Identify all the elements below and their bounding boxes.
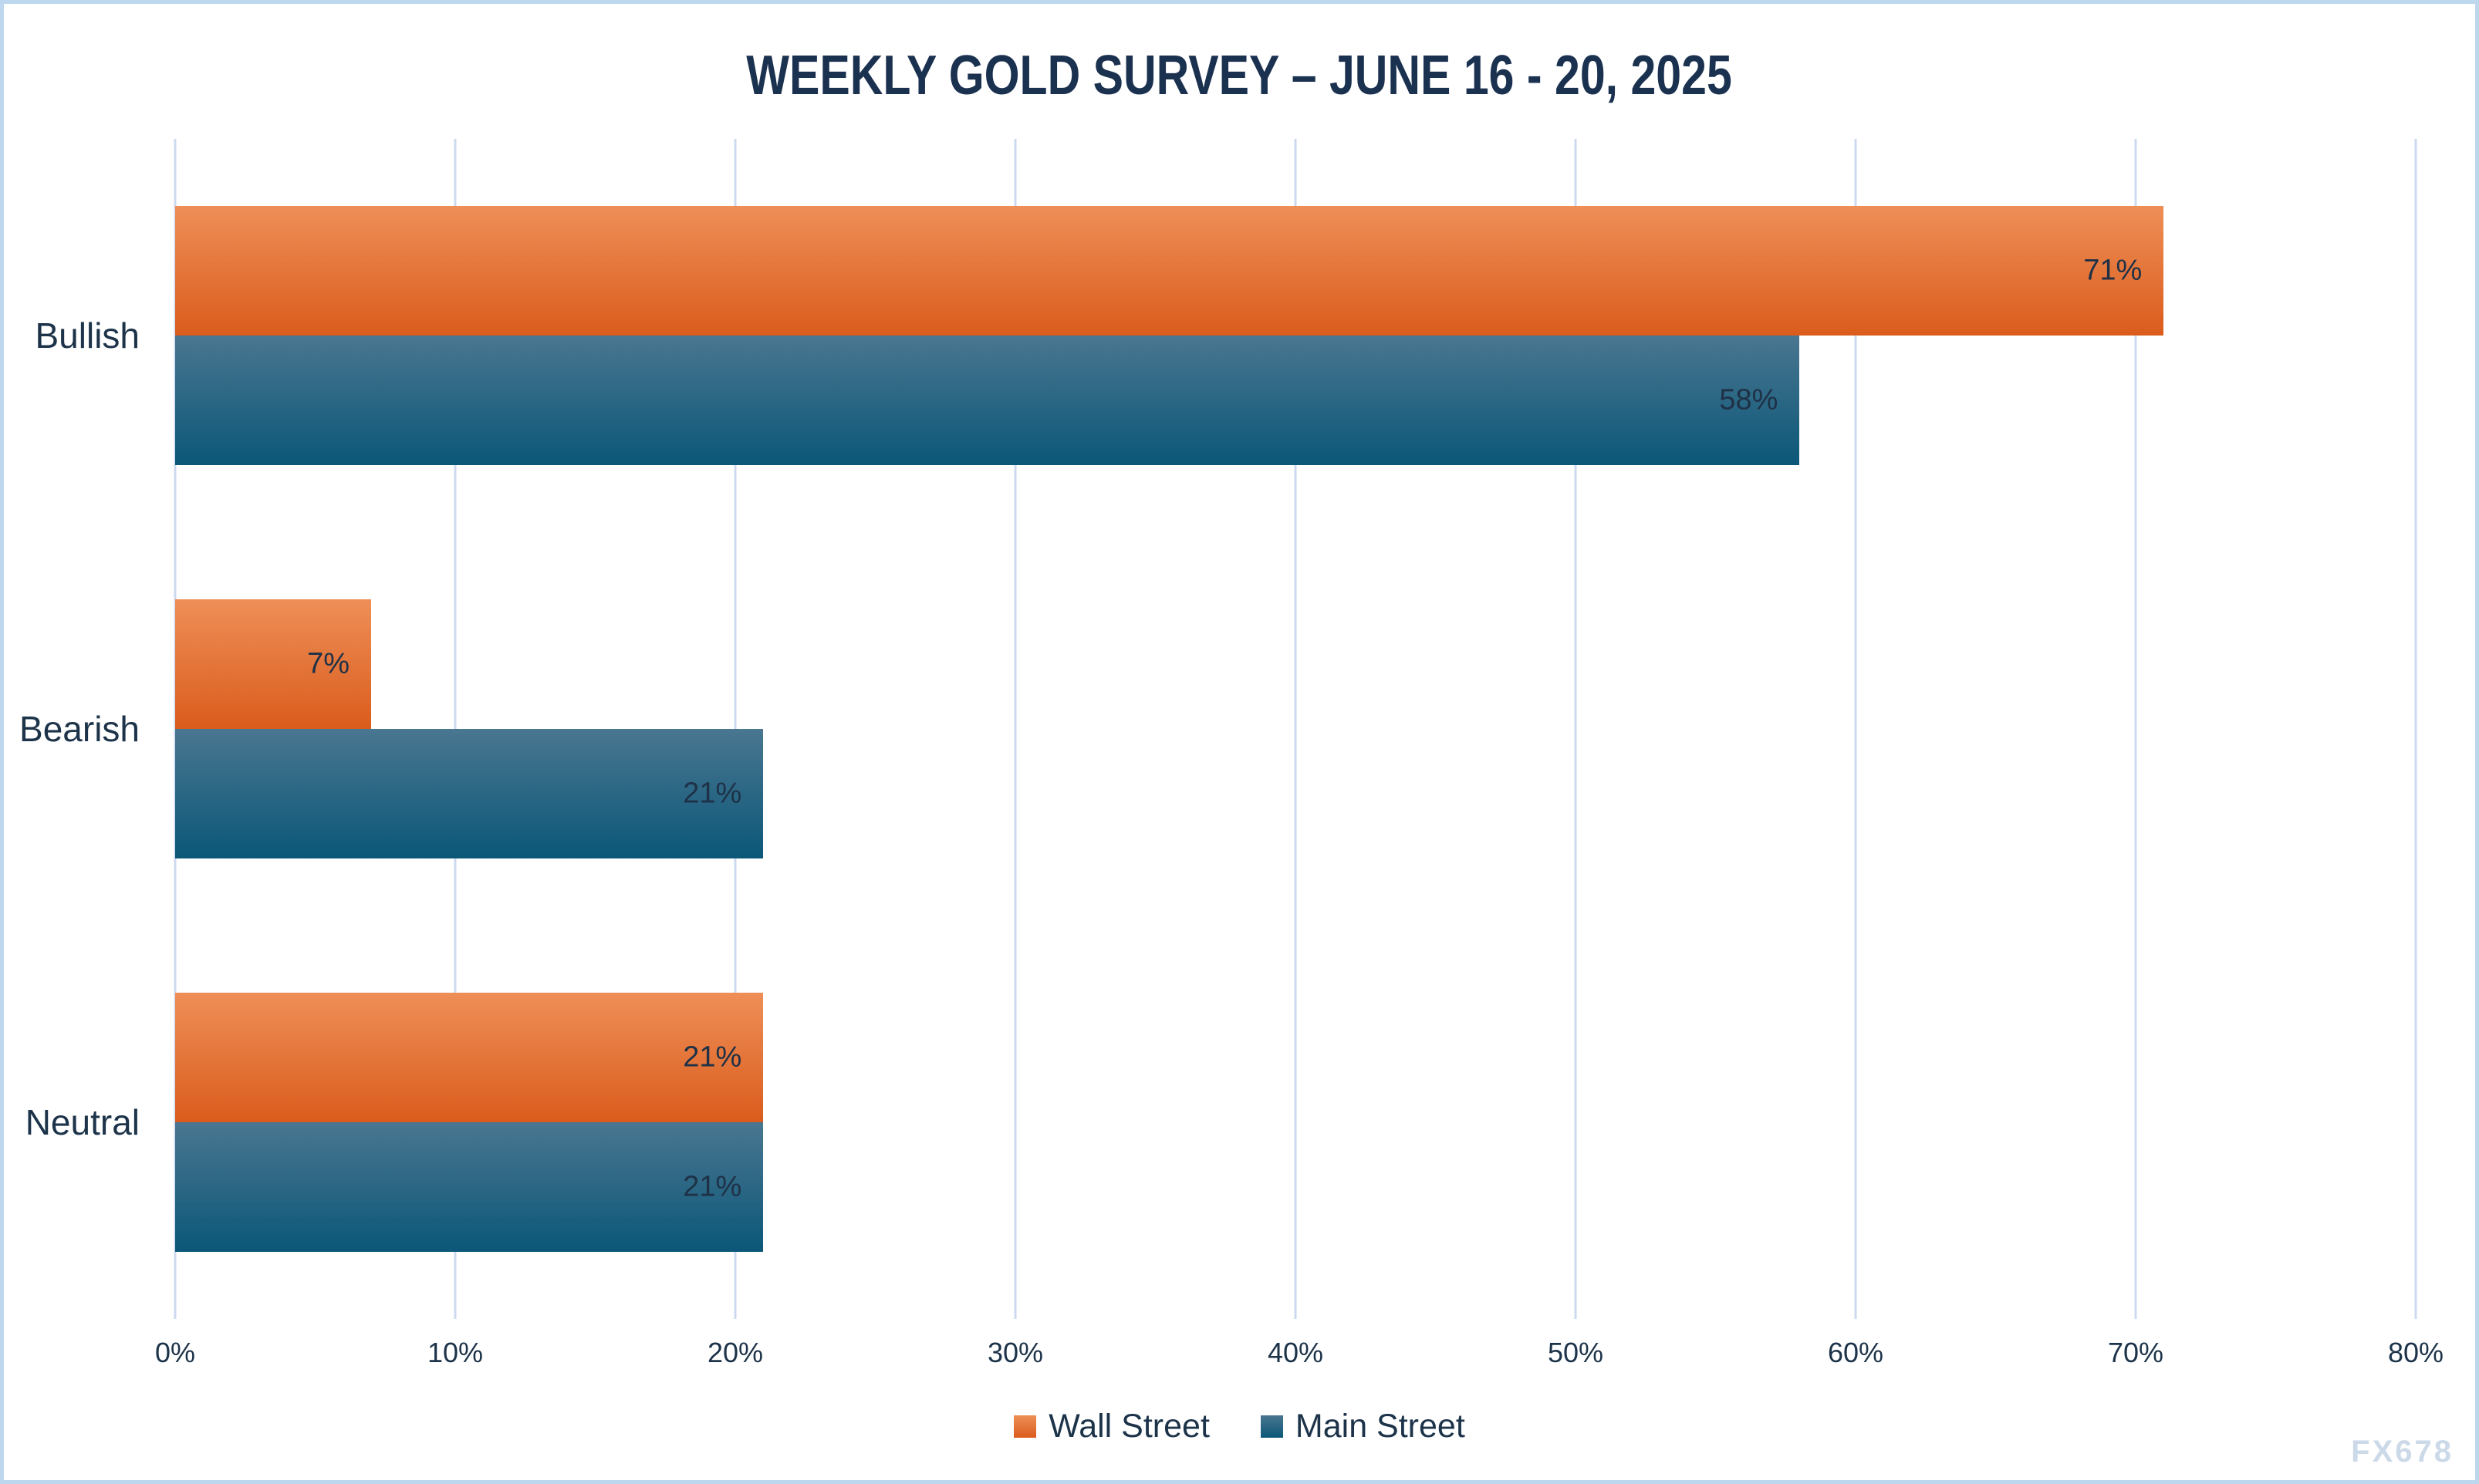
x-tick-label: 10% [427,1337,484,1368]
wall-street-swatch-icon [1014,1415,1037,1438]
bar-wall-street-bullish: 71% [175,206,2164,336]
bar-value-label: 21% [683,777,742,810]
category-label-bullish: Bullish [35,315,140,356]
gridline [1574,139,1577,1319]
legend-item-main-street: Main Street [1260,1407,1465,1445]
bar-wall-street-neutral: 21% [175,993,764,1122]
main-street-swatch-icon [1260,1415,1283,1438]
bar-main-street-bearish: 21% [175,729,764,858]
bar-value-label: 21% [683,1040,742,1074]
chart-title: WEEKLY GOLD SURVEY – JUNE 16 - 20, 2025 [4,44,2475,107]
x-tick-label: 60% [1827,1337,1884,1368]
bar-value-label: 71% [2083,254,2143,287]
gridline [1014,139,1017,1319]
x-tick-label: 0% [154,1337,196,1368]
x-tick-label: 30% [987,1337,1044,1368]
plot-area: 71% 58% 7% 21% 21% 21% [174,139,2417,1319]
category-axis: Bullish Bearish Neutral [4,139,147,1319]
bar-wall-street-bearish: 7% [175,599,372,729]
watermark: FX678 [2351,1435,2454,1469]
legend-label-main-street: Main Street [1295,1407,1465,1445]
gridline [2414,139,2417,1319]
legend-label-wall-street: Wall Street [1049,1407,1210,1445]
gridline [2134,139,2137,1319]
bar-value-label: 58% [1719,383,1778,417]
gridline [1854,139,1857,1319]
percent-axis: 0% 10% 20% 30% 40% 50% 60% 70% 80% [4,1337,2475,1383]
x-tick-label: 40% [1267,1337,1324,1368]
x-tick-label: 80% [2387,1337,2444,1368]
x-tick-label: 20% [707,1337,764,1368]
category-label-neutral: Neutral [25,1102,140,1142]
bar-main-street-neutral: 21% [175,1122,764,1252]
legend: Wall Street Main Street [4,1401,2475,1451]
x-tick-label: 50% [1547,1337,1604,1368]
category-label-bearish: Bearish [19,709,140,749]
bar-value-label: 21% [683,1170,742,1203]
x-tick-label: 70% [2107,1337,2164,1368]
bar-value-label: 7% [307,647,350,680]
chart-title-text: WEEKLY GOLD SURVEY – JUNE 16 - 20, 2025 [746,45,1733,106]
legend-item-wall-street: Wall Street [1014,1408,1210,1445]
bar-main-street-bullish: 58% [175,336,1800,465]
gridline [1294,139,1297,1319]
